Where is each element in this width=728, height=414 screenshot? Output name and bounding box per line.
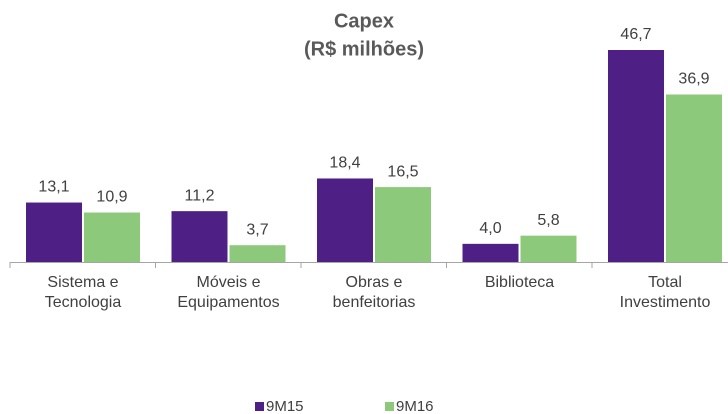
x-tick-label: Obras e benfeitorias <box>332 274 416 311</box>
data-label: 36,9 <box>678 71 709 88</box>
bar <box>317 178 373 262</box>
data-label: 18,4 <box>329 155 360 172</box>
bar <box>608 50 664 262</box>
data-label: 3,7 <box>246 221 268 238</box>
bar <box>666 94 722 262</box>
x-tick-label: Total Investimento <box>619 274 711 311</box>
legend-swatch <box>385 402 394 411</box>
data-label: 46,7 <box>620 26 651 43</box>
data-label: 4,0 <box>479 220 501 237</box>
bar <box>462 243 519 262</box>
x-tick-label: Biblioteca <box>484 274 555 291</box>
chart-subtitle: (R$ milhões) <box>304 38 424 60</box>
bar <box>84 212 140 262</box>
data-label: 13,1 <box>38 179 69 196</box>
x-tick-label: Móveis e Equipamentos <box>177 274 280 311</box>
data-label: 11,2 <box>185 187 215 204</box>
legend-label: 9M16 <box>396 398 434 414</box>
data-label: 16,5 <box>387 163 418 180</box>
data-label: 10,9 <box>96 189 127 206</box>
legend-label: 9M15 <box>266 398 304 414</box>
bar <box>520 235 577 262</box>
bar <box>375 187 431 262</box>
x-tick-label: Sistema e Tecnologia <box>44 274 122 311</box>
legend-swatch <box>255 402 264 411</box>
bar <box>171 211 228 262</box>
chart-title: Capex <box>334 10 394 32</box>
bar <box>26 202 82 262</box>
data-label: 5,8 <box>537 212 559 229</box>
bar <box>229 245 286 262</box>
